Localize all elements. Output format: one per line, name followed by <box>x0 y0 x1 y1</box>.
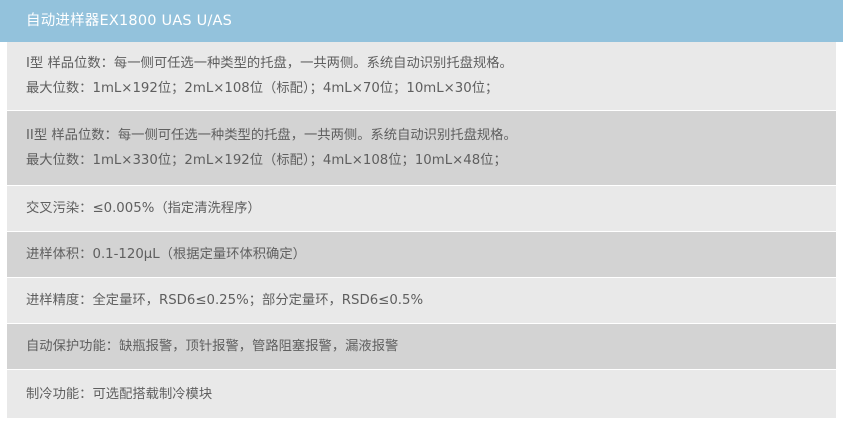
spec-line: 最大位数：1mL×330位；2mL×192位（标配）；4mL×108位；10mL… <box>26 153 507 168</box>
spec-row-injection-volume: 进样体积：0.1-120μL（根据定量环体积确定） <box>7 232 836 278</box>
spec-row-sample-positions-type-2: II型 样品位数：每一侧可任选一种类型的托盘，一共两侧。系统自动识别托盘规格。 … <box>7 111 836 186</box>
spec-line: 制冷功能：可选配搭载制冷模块 <box>26 386 213 402</box>
spec-line: II型 样品位数：每一侧可任选一种类型的托盘，一共两侧。系统自动识别托盘规格。 <box>26 128 517 143</box>
spec-row-cross-contamination: 交叉污染：≤0.005%（指定清洗程序） <box>7 186 836 232</box>
spec-line: 进样精度：全定量环，RSD6≤0.25%；部分定量环，RSD6≤0.5% <box>26 293 424 308</box>
specification-row-list: I型 样品位数：每一侧可任选一种类型的托盘，一共两侧。系统自动识别托盘规格。 最… <box>0 42 843 441</box>
spec-row-injection-precision: 进样精度：全定量环，RSD6≤0.25%；部分定量环，RSD6≤0.5% <box>7 278 836 324</box>
spec-row-auto-protection: 自动保护功能：缺瓶报警，顶针报警，管路阻塞报警，漏液报警 <box>7 324 836 370</box>
spec-line: 最大位数：1mL×192位；2mL×108位（标配）；4mL×70位；10mL×… <box>26 81 499 96</box>
page-title: 自动进样器EX1800 UAS U/AS <box>26 12 233 29</box>
spec-line: 自动保护功能：缺瓶报警，顶针报警，管路阻塞报警，漏液报警 <box>26 339 399 354</box>
spec-row-sample-positions-type-1: I型 样品位数：每一侧可任选一种类型的托盘，一共两侧。系统自动识别托盘规格。 最… <box>7 42 836 111</box>
spec-line: 进样体积：0.1-120μL（根据定量环体积确定） <box>26 247 306 262</box>
spec-line: 交叉污染：≤0.005%（指定清洗程序） <box>26 201 261 216</box>
spec-row-cooling-function: 制冷功能：可选配搭载制冷模块 <box>7 370 836 418</box>
spec-line: I型 样品位数：每一侧可任选一种类型的托盘，一共两侧。系统自动识别托盘规格。 <box>26 56 513 71</box>
panel-header: 自动进样器EX1800 UAS U/AS <box>0 0 843 42</box>
